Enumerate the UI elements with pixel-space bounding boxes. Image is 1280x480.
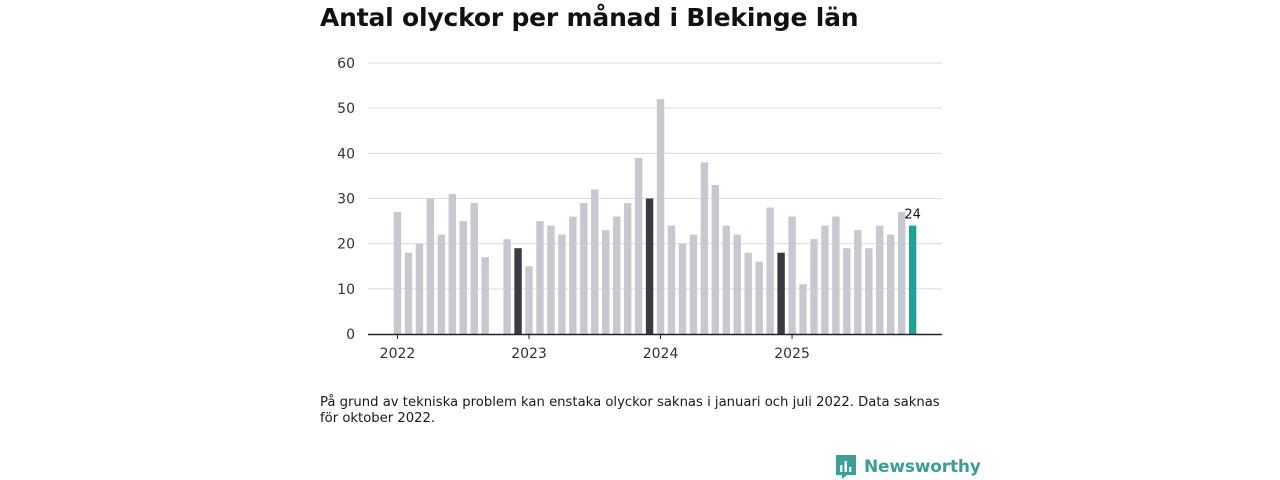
bar-2025-03 <box>810 239 818 334</box>
bar-2025-06 <box>843 248 851 334</box>
y-tick-label: 40 <box>337 146 355 162</box>
bar-2022-08 <box>470 203 478 334</box>
bar-2022-02 <box>404 252 413 334</box>
bar-2023-06 <box>580 203 588 334</box>
newsworthy-logo: Newsworthy <box>835 454 981 480</box>
bar-2024-12 <box>777 252 785 334</box>
bar-2025-05 <box>832 216 840 334</box>
bar-2025-08 <box>865 248 873 334</box>
bar-2024-07 <box>722 225 730 334</box>
bar-2022-05 <box>437 234 446 334</box>
footnote: På grund av tekniska problem kan enstaka… <box>320 395 940 426</box>
y-axis: 0 10 20 30 40 50 60 <box>337 56 355 343</box>
bars <box>393 99 917 334</box>
bar-2025-01 <box>788 216 796 334</box>
bar-2023-12 <box>645 198 654 334</box>
bar-2023-10 <box>623 203 632 334</box>
chart-title: Antal olyckor per månad i Blekinge län <box>320 3 859 32</box>
bar-2025-10 <box>887 234 895 334</box>
last-value-label: 24 <box>904 208 921 223</box>
bar-2024-02 <box>667 225 676 334</box>
data-labels: 24 <box>904 208 921 223</box>
bar-2025-07 <box>854 230 862 334</box>
y-tick-label: 30 <box>337 192 355 208</box>
bar-2022-04 <box>426 198 435 334</box>
bar-2023-08 <box>602 230 610 334</box>
bar-2023-01 <box>525 266 533 334</box>
bar-2024-10 <box>755 261 763 334</box>
bar-2023-04 <box>558 234 566 334</box>
y-tick-label: 10 <box>337 282 355 298</box>
bar-2024-01 <box>656 99 665 334</box>
bar-2023-03 <box>547 225 555 334</box>
y-tick-label: 60 <box>337 56 355 72</box>
bar-2024-09 <box>744 252 752 334</box>
x-tick-label: 2022 <box>380 346 416 362</box>
bar-2024-04 <box>689 234 698 334</box>
x-tick-label: 2025 <box>774 346 810 362</box>
bar-2022-12 <box>514 248 522 334</box>
bar-2023-07 <box>591 189 599 334</box>
bar-2022-07 <box>459 221 467 334</box>
bar-2022-06 <box>448 193 456 334</box>
bar-2024-11 <box>766 207 774 334</box>
bar-2022-01 <box>393 212 402 334</box>
brand-name: Newsworthy <box>864 457 981 477</box>
bar-2024-08 <box>733 234 741 334</box>
bar-2022-03 <box>415 243 424 334</box>
x-tick-label: 2023 <box>511 346 547 362</box>
bar-chart-speech-bubble-icon <box>836 455 856 479</box>
bar-2023-02 <box>536 221 544 334</box>
bar-2024-06 <box>711 184 720 334</box>
bar-2022-11 <box>503 239 511 334</box>
bar-2023-09 <box>613 216 621 334</box>
bar-2022-09 <box>481 257 489 334</box>
bar-2024-03 <box>678 243 687 334</box>
bar-2025-09 <box>876 225 884 334</box>
bar-2023-11 <box>634 157 643 334</box>
bar-2025-04 <box>821 225 829 334</box>
bar-2023-05 <box>569 216 577 334</box>
x-tick-label: 2024 <box>643 346 679 362</box>
y-tick-label: 0 <box>346 327 355 343</box>
bar-2025-02 <box>799 284 807 334</box>
bar-2025-12 <box>908 225 917 334</box>
bar-2025-11 <box>897 212 906 334</box>
x-axis: 2022 2023 2024 2025 <box>380 334 810 362</box>
y-tick-label: 20 <box>337 237 355 253</box>
bar-2024-05 <box>700 162 709 334</box>
y-tick-label: 50 <box>337 101 355 117</box>
bar-chart: 0 10 20 30 40 50 60 2022 2023 2024 2025 24 <box>337 56 942 362</box>
